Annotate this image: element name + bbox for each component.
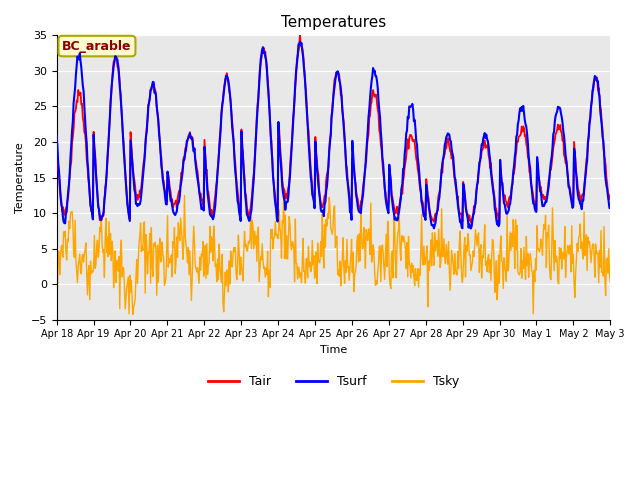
- Text: BC_arable: BC_arable: [62, 39, 132, 52]
- X-axis label: Time: Time: [320, 345, 347, 355]
- Title: Temperatures: Temperatures: [281, 15, 386, 30]
- Y-axis label: Temperature: Temperature: [15, 142, 25, 213]
- Legend: Tair, Tsurf, Tsky: Tair, Tsurf, Tsky: [203, 370, 464, 393]
